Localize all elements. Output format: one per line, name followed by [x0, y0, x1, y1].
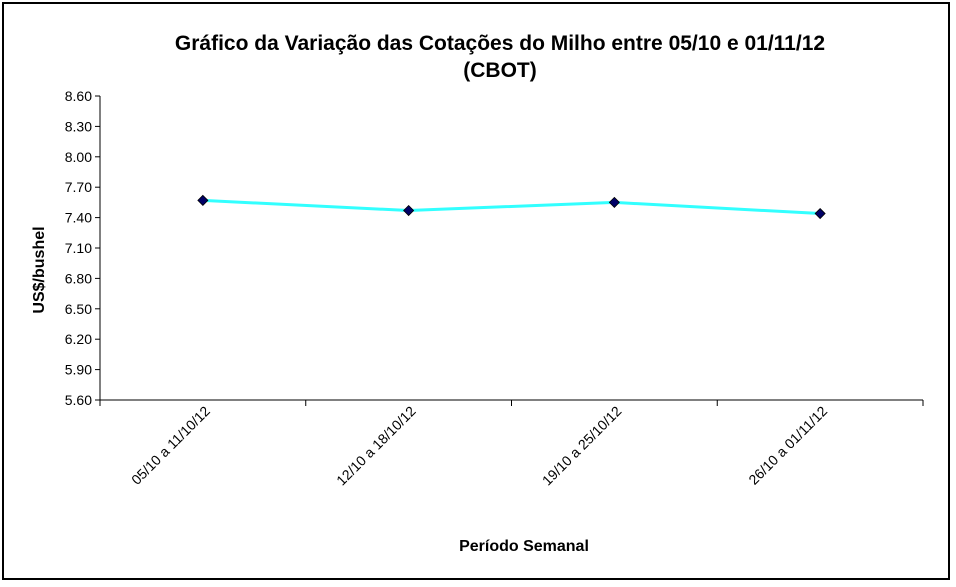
chart-title: Gráfico da Variação das Cotações do Milh…	[175, 32, 825, 55]
chart-frame	[2, 2, 950, 580]
x-axis: 05/10 a 11/10/12 12/10 a 18/10/12 19/10 a …	[99, 399, 924, 489]
y-tick-label: 5.90	[65, 362, 92, 378]
y-axis-label: US$/bushel	[31, 226, 48, 313]
data-point-marker	[608, 196, 620, 208]
x-tick-label: 26/10 a 01/11/12	[745, 403, 830, 488]
x-axis-label: Período Semanal	[459, 538, 589, 555]
y-tick-label: 8.30	[65, 118, 92, 134]
y-tick-label: 7.10	[65, 240, 92, 256]
y-axis: 5.60 5.90 6.20 6.50 6.80 7.10 7.40 7.70 8.00 8.30…	[65, 88, 101, 408]
y-tick-label: 6.80	[65, 270, 92, 286]
y-tick-label: 5.60	[65, 392, 92, 408]
y-tick-label: 7.70	[65, 179, 92, 195]
series-group	[197, 194, 826, 220]
x-tick-label: 12/10 a 18/10/12	[333, 403, 419, 489]
y-tick-label: 6.20	[65, 331, 92, 347]
data-point-marker	[403, 204, 415, 217]
data-point-marker	[197, 194, 209, 206]
y-tick-label: 6.50	[65, 301, 92, 317]
data-point-marker	[814, 207, 826, 220]
x-tick-label: 05/10 a 11/10/12	[128, 403, 213, 488]
y-tick-label: 8.60	[65, 88, 92, 104]
x-tick-label: 19/10 a 25/10/12	[539, 403, 625, 489]
chart-subtitle: (CBOT)	[463, 59, 536, 82]
y-tick-label: 8.00	[65, 149, 92, 165]
y-tick-label: 7.40	[65, 210, 92, 226]
series-line	[202, 198, 821, 216]
